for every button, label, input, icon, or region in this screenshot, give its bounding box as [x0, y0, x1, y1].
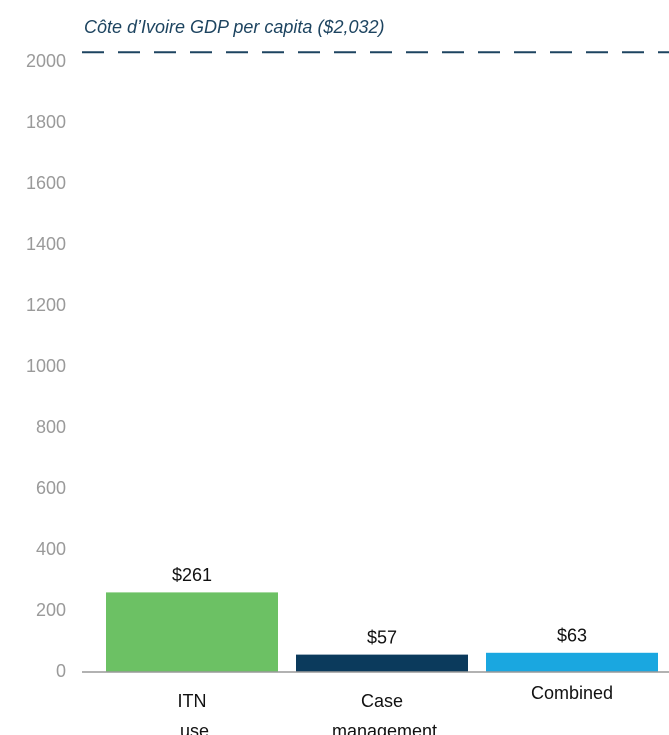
y-tick-label: 1400 [26, 234, 66, 254]
y-tick-label: 600 [36, 478, 66, 498]
data-label: $63 [557, 626, 587, 646]
bar [106, 592, 278, 672]
data-label: $57 [367, 627, 397, 647]
y-tick-label: 1800 [26, 112, 66, 132]
y-tick-label: 200 [36, 600, 66, 620]
y-tick-label: 400 [36, 539, 66, 559]
bar [296, 654, 468, 672]
bar [486, 652, 658, 672]
x-tick-label: ITN use [175, 691, 209, 735]
y-tick-label: 800 [36, 417, 66, 437]
x-tick-label: Combined [531, 683, 613, 703]
y-tick-label: 1600 [26, 173, 66, 193]
y-tick-label: 2000 [26, 51, 66, 71]
x-tick-label: Case management [327, 691, 437, 735]
y-tick-label: 1000 [26, 356, 66, 376]
data-label: $261 [172, 565, 212, 585]
reference-label: Côte d’Ivoire GDP per capita ($2,032) [84, 17, 384, 37]
y-tick-label: 0 [56, 661, 66, 681]
y-tick-label: 1200 [26, 295, 66, 315]
